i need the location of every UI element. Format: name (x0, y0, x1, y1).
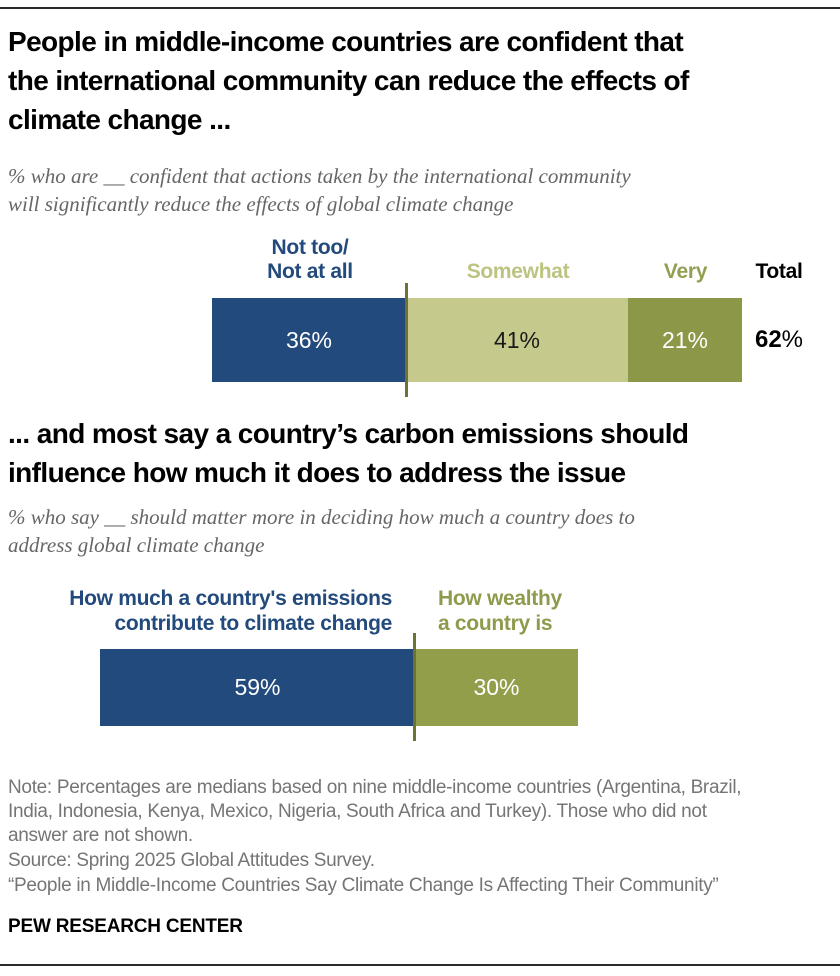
chart1-divider-line (405, 283, 408, 397)
top-rule-divider (0, 7, 840, 9)
chart1-value-not-confident: 36% (285, 326, 333, 353)
chart1-value-somewhat: 41% (493, 326, 541, 353)
chart2-subtitle: % who say __ should matter more in decid… (8, 505, 635, 557)
footer-report-title: “People in Middle-Income Countries Say C… (8, 875, 719, 896)
chart2-stacked-bar: 59% 30% (100, 649, 578, 726)
chart1-subtitle: % who are __ confident that actions take… (8, 164, 631, 216)
chart2-title: ... and most say a country’s carbon emis… (8, 418, 689, 488)
chart1-segment-label-very: Very (663, 260, 708, 283)
chart1-segment-label-not-confident: Not too/ Not at all (267, 236, 353, 283)
chart1-total-number: 62 (754, 326, 782, 353)
chart2-bar-segment-emissions: 59% (100, 649, 415, 726)
chart1-title: People in middle-income countries are co… (8, 26, 689, 135)
chart2-value-wealth: 30% (473, 674, 520, 700)
footer-note: Note: Percentages are medians based on n… (8, 777, 742, 846)
footer-source: Source: Spring 2025 Global Attitudes Sur… (8, 850, 375, 871)
chart1-segment-label-somewhat: Somewhat (466, 260, 570, 283)
chart1-value-very: 21% (661, 326, 709, 353)
chart1-stacked-bar: 36% 41% 21% (212, 298, 742, 382)
pew-research-center-wordmark: PEW RESEARCH CENTER (8, 916, 243, 937)
chart1-total-value: 62% (734, 298, 824, 382)
chart2-segment-label-wealth: How wealthy a country is (438, 587, 562, 635)
chart1-total-percent-sign: % (781, 326, 804, 353)
chart1-total-label: Total (755, 260, 803, 283)
chart1-bar-segment-not-confident: 36% (212, 298, 406, 382)
chart2-segment-label-emissions: How much a country's emissions contribut… (69, 587, 392, 635)
chart2-bar-segment-wealth: 30% (415, 649, 578, 726)
bottom-rule-divider (0, 964, 840, 966)
chart2-divider-line (413, 633, 416, 741)
chart2-value-emissions: 59% (234, 674, 281, 700)
chart1-bar-segment-somewhat: 41% (406, 298, 628, 382)
chart1-bar-segment-very: 21% (628, 298, 742, 382)
